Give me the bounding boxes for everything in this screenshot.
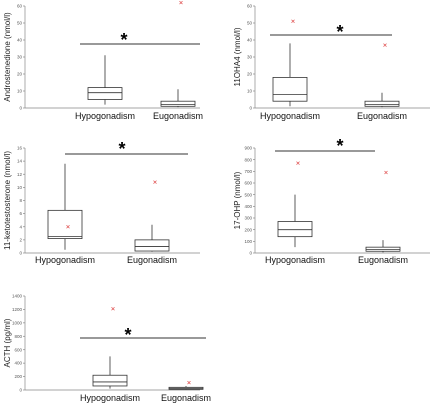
y-tick-label: 4 — [19, 224, 22, 229]
y-tick-label: 8 — [19, 198, 22, 203]
y-tick-label: 14 — [17, 159, 23, 164]
y-axis-label: 17-OHP (nmol/l) — [233, 171, 242, 229]
box-iqr — [87, 87, 123, 100]
y-tick-label: 16 — [17, 146, 23, 151]
outlier-point — [383, 43, 387, 47]
box-eugonadism — [160, 0, 196, 108]
outlier-point — [187, 380, 191, 385]
x-category-label: Hypogonadism — [265, 255, 325, 265]
chart-panel-1: 0 10 20 30 40 50 60 Androstenedione (nmol/l) Hyp… — [3, 0, 203, 121]
y-tick-label: 0 — [249, 106, 252, 111]
box-hypogonadism — [47, 163, 83, 250]
box-iqr — [277, 221, 313, 238]
chart-panel-5: 0 200 400 600 800 1000 1200 1400 ACTH (pg/ml) Hyp… — [3, 294, 211, 403]
y-tick-label: 200 — [244, 227, 252, 232]
y-tick-label: 200 — [14, 374, 22, 379]
y-tick-label: 900 — [244, 146, 252, 151]
outlier-point — [153, 180, 157, 184]
y-tick-label: 1400 — [12, 294, 23, 299]
y-axis-label: Androstenedione (nmol/l) — [3, 12, 12, 102]
y-tick-label: 10 — [247, 89, 253, 94]
y-tick-label: 20 — [247, 72, 253, 77]
y-tick-label: 40 — [17, 38, 23, 43]
y-axis-label: 11-ketotestosterone (nmol/l) — [3, 151, 12, 250]
y-tick-label: 700 — [244, 169, 252, 174]
y-tick-label: 40 — [247, 38, 253, 43]
y-axis-label: ACTH (pg/ml) — [3, 318, 12, 367]
outlier-point — [111, 307, 115, 311]
x-category-label: Hypogonadism — [35, 255, 95, 265]
y-tick-label: 800 — [14, 334, 22, 339]
y-tick-label: 2 — [19, 237, 22, 242]
y-tick-label: 10 — [17, 185, 23, 190]
y-tick-label: 600 — [244, 181, 252, 186]
y-tick-label: 50 — [17, 21, 23, 26]
y-tick-label: 0 — [19, 251, 22, 256]
box-hypogonadism — [92, 307, 128, 389]
box-eugonadism — [364, 43, 400, 108]
x-category-label: Eugonadism — [357, 111, 407, 121]
outlier-point — [179, 0, 183, 5]
box-iqr — [272, 77, 308, 102]
x-category-label: Eugonadism — [127, 255, 177, 265]
x-category-label: Eugonadism — [153, 111, 203, 121]
box-iqr — [134, 239, 170, 252]
y-tick-label: 50 — [247, 21, 253, 26]
x-category-label: Eugonadism — [358, 255, 408, 265]
significance-star: * — [336, 22, 343, 42]
y-tick-label: 20 — [17, 72, 23, 77]
significance-star: * — [336, 136, 343, 156]
y-tick-label: 500 — [244, 192, 252, 197]
box-hypogonadism — [87, 55, 123, 105]
outlier-point — [384, 170, 388, 175]
significance-star: * — [124, 325, 131, 345]
x-category-label: Eugonadism — [161, 393, 211, 403]
y-tick-label: 0 — [19, 388, 22, 393]
outlier-point — [296, 161, 300, 165]
box-iqr — [47, 209, 83, 239]
x-category-label: Hypogonadism — [80, 393, 140, 403]
chart-panel-3: 0 2 4 6 8 10 12 14 16 11-ketotestosterone (nmol/l… — [3, 139, 200, 265]
y-tick-label: 100 — [244, 239, 252, 244]
y-tick-label: 1200 — [12, 307, 23, 312]
y-tick-label: 60 — [17, 4, 23, 9]
y-tick-label: 6 — [19, 211, 22, 216]
significance-star: * — [120, 30, 127, 50]
y-tick-label: 10 — [17, 89, 23, 94]
box-hypogonadism — [277, 161, 313, 248]
y-tick-label: 400 — [244, 204, 252, 209]
box-iqr — [364, 100, 400, 107]
y-tick-label: 30 — [17, 55, 23, 60]
y-tick-label: 30 — [247, 55, 253, 60]
y-axis-label: 11OHA4 (nmol/l) — [233, 27, 242, 86]
box-iqr — [92, 374, 128, 387]
y-tick-label: 800 — [244, 157, 252, 162]
significance-star: * — [118, 139, 125, 159]
y-tick-label: 400 — [14, 361, 22, 366]
y-tick-label: 60 — [247, 4, 253, 9]
box-eugonadism — [365, 170, 401, 253]
outlier-point — [291, 19, 295, 24]
y-tick-label: 0 — [19, 106, 22, 111]
box-hypogonadism — [272, 19, 308, 107]
box-eugonadism — [134, 180, 170, 252]
y-tick-label: 0 — [249, 251, 252, 256]
chart-panel-4: 0 100 200 300 400 500 600 700 800 900 17-OHP (nmol… — [233, 136, 430, 265]
y-tick-label: 1000 — [12, 320, 23, 325]
y-tick-label: 12 — [17, 172, 23, 177]
box-eugonadism — [168, 380, 204, 390]
x-category-label: Hypogonadism — [75, 111, 135, 121]
outlier-point — [66, 225, 70, 229]
x-category-label: Hypogonadism — [260, 111, 320, 121]
y-tick-label: 300 — [244, 216, 252, 221]
chart-panel-2: 0 10 20 30 40 50 60 11OHA4 (nmol/l) Hypogonadism… — [233, 4, 430, 121]
y-tick-label: 600 — [14, 347, 22, 352]
box-iqr — [160, 100, 196, 107]
